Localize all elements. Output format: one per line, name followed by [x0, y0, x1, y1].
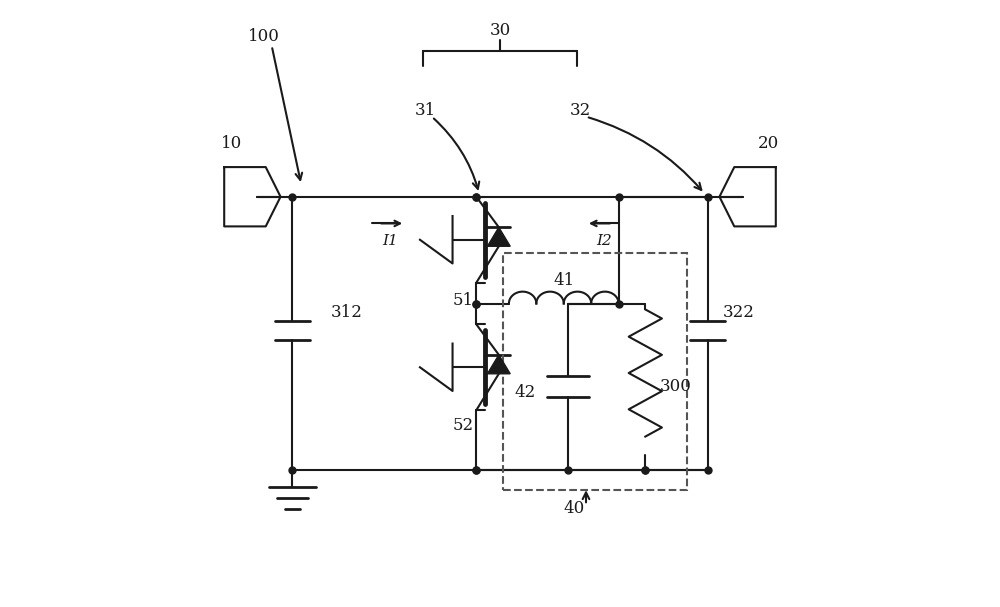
Text: 300: 300: [660, 378, 692, 395]
Text: 100: 100: [248, 28, 280, 45]
Text: 41: 41: [553, 273, 574, 290]
Text: 52: 52: [453, 416, 474, 433]
Bar: [503, 253, 687, 490]
Text: 32: 32: [569, 102, 591, 119]
Text: 30: 30: [489, 22, 511, 39]
Text: I1: I1: [382, 234, 398, 248]
Text: 312: 312: [331, 304, 363, 321]
Polygon shape: [487, 355, 510, 374]
Text: 20: 20: [758, 135, 779, 152]
Text: I2: I2: [596, 234, 612, 248]
Text: 42: 42: [514, 384, 536, 401]
Text: 40: 40: [564, 500, 585, 517]
Text: 322: 322: [722, 304, 754, 321]
Polygon shape: [487, 227, 510, 246]
Text: 10: 10: [221, 135, 242, 152]
Text: 31: 31: [415, 102, 436, 119]
Text: 51: 51: [453, 292, 474, 309]
